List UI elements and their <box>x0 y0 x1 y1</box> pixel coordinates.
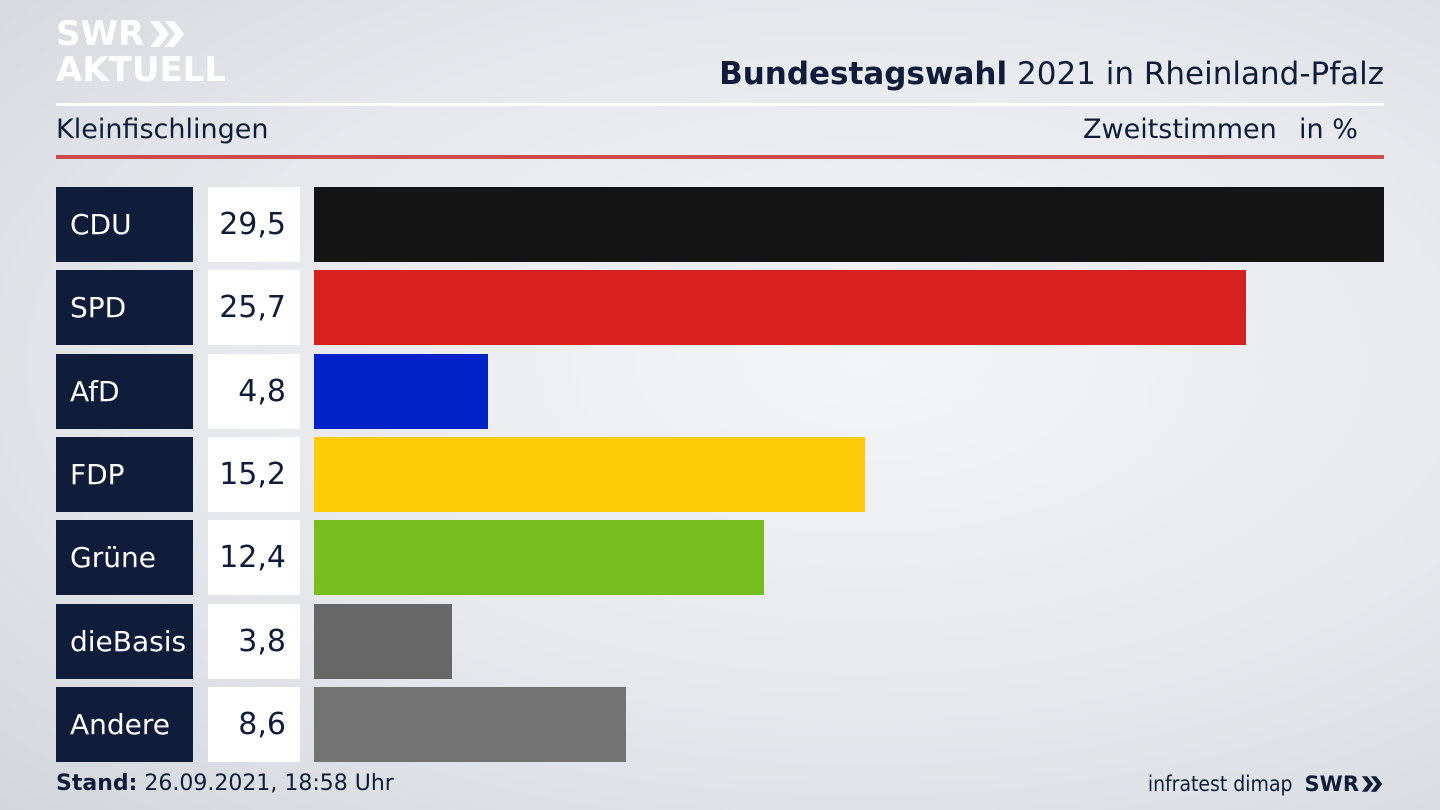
bar <box>314 603 452 679</box>
bar <box>314 520 764 596</box>
value-label: 3,8 <box>208 603 300 679</box>
bar <box>314 436 865 512</box>
bar-row: Andere 8,6 <box>56 686 1384 762</box>
swr-aktuell-logo: SWR AKTUELL <box>56 16 226 88</box>
source-label: infratest dimap <box>1147 772 1293 796</box>
bar <box>314 686 626 762</box>
header-divider <box>56 103 1384 106</box>
logo-text-swr: SWR <box>56 14 145 54</box>
party-label: SPD <box>56 270 193 346</box>
footer-credits: infratest dimap SWR <box>1148 772 1384 796</box>
party-label: CDU <box>56 187 193 262</box>
swr-logo-text: SWR <box>1304 772 1359 796</box>
party-label: FDP <box>56 436 193 512</box>
value-label: 25,7 <box>208 270 300 346</box>
value-label: 15,2 <box>208 436 300 512</box>
region-label: Kleinfischlingen <box>56 114 269 145</box>
bar-row: Grüne 12,4 <box>56 520 1384 596</box>
title-rest: 2021 in Rheinland-Pfalz <box>1017 56 1384 92</box>
bar-row: CDU 29,5 <box>56 187 1384 262</box>
value-label: 4,8 <box>208 353 300 429</box>
swr-logo: SWR <box>1305 772 1384 796</box>
bar <box>314 187 1384 262</box>
bar <box>314 270 1246 346</box>
party-label: Andere <box>56 686 193 762</box>
party-label: Grüne <box>56 520 193 596</box>
party-label: AfD <box>56 353 193 429</box>
timestamp-label: Stand: <box>56 771 138 796</box>
accent-divider <box>56 155 1384 159</box>
bar-row: AfD 4,8 <box>56 353 1384 429</box>
bar-row: FDP 15,2 <box>56 436 1384 512</box>
value-label: 29,5 <box>208 187 300 262</box>
bar <box>314 353 488 429</box>
logo-text-aktuell: AKTUELL <box>56 50 227 90</box>
bar-row: dieBasis 3,8 <box>56 603 1384 679</box>
value-label: 12,4 <box>208 520 300 596</box>
value-label: 8,6 <box>208 686 300 762</box>
bar-row: SPD 25,7 <box>56 270 1384 346</box>
timestamp: Stand: 26.09.2021, 18:58 Uhr <box>56 771 394 796</box>
double-chevron-icon <box>1361 776 1383 792</box>
vote-type-label: Zweitstimmen <box>1083 114 1277 145</box>
unit-label: in % <box>1299 114 1358 145</box>
party-label: dieBasis <box>56 603 193 679</box>
double-chevron-icon <box>150 21 185 47</box>
timestamp-value: 26.09.2021, 18:58 Uhr <box>144 771 394 796</box>
title-bold: Bundestagswahl <box>719 56 1008 92</box>
page-title: Bundestagswahl 2021 in Rheinland-Pfalz <box>719 56 1384 92</box>
